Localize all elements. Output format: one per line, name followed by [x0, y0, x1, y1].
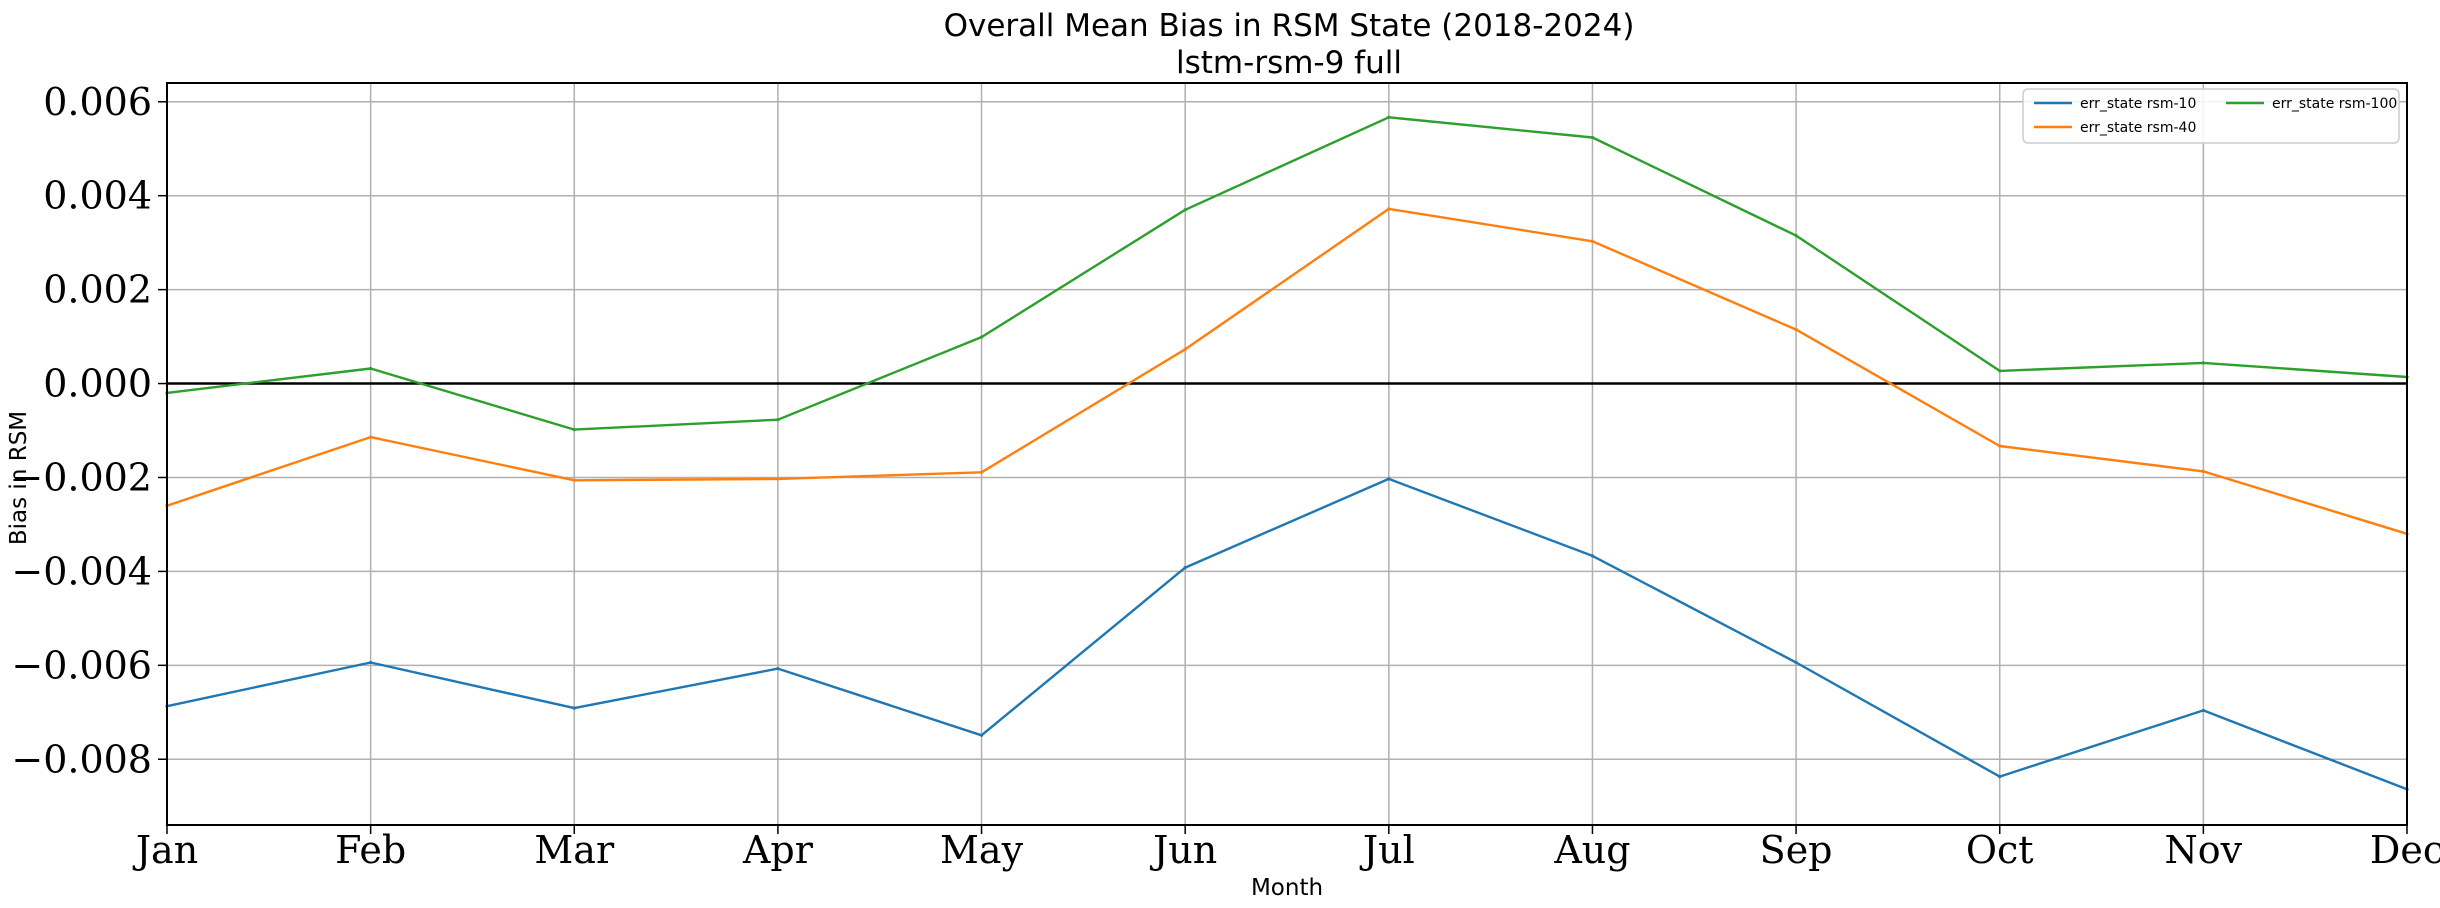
legend-label: err_state rsm-100 [2272, 96, 2397, 112]
y-tick-label: −0.006 [11, 643, 152, 687]
data-point [572, 478, 576, 482]
data-point [572, 706, 576, 710]
data-point [979, 733, 984, 737]
legend-label: err_state rsm-40 [2080, 120, 2196, 136]
data-point [2201, 361, 2205, 365]
x-tick-label: Jan [132, 828, 198, 872]
series-line-err-state-rsm-10 [166, 477, 2408, 791]
x-axis-ticks: Jan Feb Mar Apr May Jun Jul Aug Sep Oct Nov Dec [132, 825, 2440, 872]
x-tick-label: Dec [2370, 828, 2440, 872]
x-tick-label: Mar [534, 828, 615, 872]
data-point [1183, 566, 1187, 570]
y-tick-label: −0.004 [11, 549, 152, 593]
data-point [1998, 444, 2002, 448]
data-point [369, 366, 373, 371]
data-point [1998, 775, 2002, 779]
y-tick-label: 0.006 [43, 80, 152, 124]
data-point [979, 335, 984, 339]
legend-box [2022, 88, 2400, 144]
data-point [1387, 115, 1391, 119]
x-tick-label: Feb [335, 828, 406, 872]
data-point [1590, 554, 1595, 558]
x-tick-label: Apr [742, 828, 814, 872]
x-tick-label: Nov [2165, 828, 2243, 872]
y-tick-label: 0.002 [43, 268, 152, 312]
y-tick-label: 0.000 [43, 362, 152, 406]
data-point [1183, 208, 1187, 212]
data-point [369, 435, 373, 439]
legend: err_state rsm-10 err_state rsm-40 err_stat… [2022, 88, 2400, 144]
data-point [1387, 207, 1391, 211]
series-line-err-state-rsm-40 [166, 207, 2408, 535]
x-tick-label: Jul [1359, 828, 1415, 872]
data-point [776, 418, 780, 422]
data-point [1794, 327, 1798, 332]
y-axis-ticks: 0.006 0.004 0.002 0.000 −0.002 −0.004 −0.006 −0… [11, 80, 167, 781]
data-point [776, 667, 780, 671]
x-axis-label: Month [1251, 875, 1323, 901]
x-tick-label: Sep [1760, 828, 1833, 872]
data-point [1183, 347, 1187, 351]
data-point [2201, 708, 2205, 713]
data-point [2201, 469, 2205, 473]
data-point [979, 470, 984, 474]
x-tick-label: Jun [1149, 828, 1217, 872]
data-point [776, 477, 780, 481]
y-tick-label: 0.004 [43, 174, 152, 218]
chart-subtitle: lstm-rsm-9 full [1176, 45, 1402, 81]
series-line-err-state-rsm-100 [166, 116, 2408, 431]
chart-title: Overall Mean Bias in RSM State (2018-202… [944, 8, 1635, 44]
data-point [1794, 660, 1798, 665]
plot-frame [166, 82, 2408, 826]
x-tick-label: May [940, 828, 1024, 872]
data-point [1794, 234, 1798, 238]
data-point [369, 660, 373, 665]
legend-label: err_state rsm-10 [2080, 96, 2196, 112]
x-tick-label: Aug [1553, 828, 1630, 872]
data-point [1590, 135, 1595, 140]
series-layer [165, 115, 2409, 791]
data-point [1387, 477, 1391, 481]
data-point [1998, 369, 2002, 373]
y-tick-label: −0.002 [11, 455, 152, 499]
data-point [572, 427, 576, 432]
y-axis-label: Bias in RSM [6, 411, 32, 545]
y-tick-label: −0.008 [11, 737, 152, 781]
data-point [1590, 239, 1595, 243]
x-tick-label: Oct [1966, 828, 2034, 872]
